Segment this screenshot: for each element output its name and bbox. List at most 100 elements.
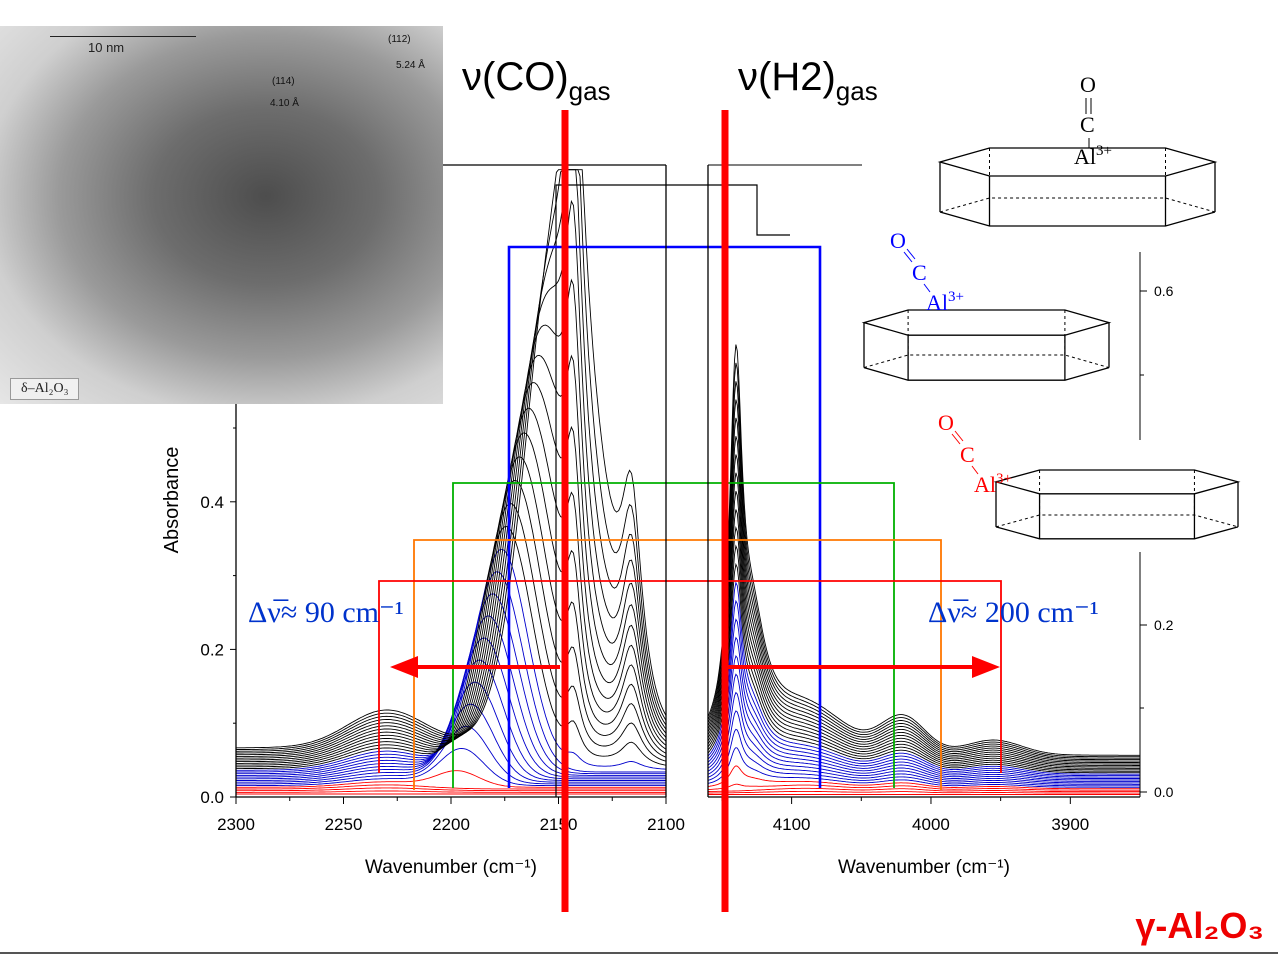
peak-bracket (507, 245, 822, 788)
surface-prism-2 (861, 309, 1112, 381)
right-x-tick-label: 4000 (912, 815, 950, 834)
right-x-tick-label: 3900 (1051, 815, 1089, 834)
scale-bar-label: 10 nm (88, 40, 125, 55)
aluminum-ion-red: Al3+ (974, 471, 1012, 497)
h2-spectrum-line (707, 491, 1140, 768)
co-spectrum-line (236, 382, 667, 759)
h2-spectrum-line (707, 362, 1140, 758)
bottom-divider (0, 952, 1278, 954)
right-y-tick-label: 0.6 (1154, 283, 1174, 299)
left-x-tick-label: 2100 (647, 815, 685, 834)
carbon-atom-black: C (1080, 112, 1095, 137)
prism-bottom (995, 526, 1239, 540)
oxygen-atom-blue: O (890, 228, 906, 253)
h2-spectrum-line (707, 381, 1140, 759)
left-x-tick-label: 2200 (432, 815, 470, 834)
co-spectrum-line (236, 479, 667, 766)
co-bond (903, 251, 913, 263)
prism-bottom (939, 211, 1216, 227)
co-spectrum-line (236, 770, 666, 788)
h2-spectrum-line (707, 544, 1140, 772)
co-shift-annotation: Δν̅≈ 90 cm⁻¹ (248, 596, 404, 629)
co-bond (954, 430, 964, 442)
co-spectrum-line (236, 784, 666, 790)
h2-shift-annotation: Δν̅≈ 200 cm⁻¹ (928, 596, 1099, 629)
h2-spectrum-line (707, 436, 1140, 764)
h2-spectrum-line (707, 472, 1140, 766)
oxygen-atom-black: O (1080, 72, 1096, 97)
h2-spectrum-line (707, 509, 1140, 769)
right-y-tick-label: 0.2 (1154, 617, 1174, 633)
right-x-tick-label: 4100 (773, 815, 811, 834)
h2-gas-label: ν(H2)gas (738, 55, 878, 106)
c-al-bond (923, 283, 931, 293)
left-y-tick-label: 0.0 (200, 788, 224, 807)
right-x-axis-label: Wavenumber (cm⁻¹) (838, 857, 1010, 878)
h2-spectrum-line (707, 655, 1140, 781)
y-axis-label: Absorbance (161, 447, 183, 554)
surface-prism-3 (993, 469, 1241, 540)
left-x-tick-label: 2250 (325, 815, 363, 834)
co-spectrum-line (236, 637, 666, 778)
co-spectrum-line (236, 748, 666, 787)
co-bond (951, 433, 961, 445)
h2-spectrum-line (707, 673, 1140, 782)
prism-bottom (863, 366, 1110, 381)
left-y-tick-label: 0.4 (200, 493, 224, 512)
h2-spectrum-line (708, 787, 1140, 793)
co-spectrum-line (236, 571, 666, 773)
left-y-tick-label: 0.2 (200, 640, 224, 659)
phase-label: δ–Al₂O₃ (10, 378, 80, 400)
co-spectrum-line (236, 615, 666, 776)
prism-hidden-bottom (939, 197, 1216, 213)
co-gas-label: ν(CO)gas (462, 55, 611, 106)
prism-top (993, 469, 1241, 495)
h2-spectrum-line (707, 747, 1140, 788)
h2-spectrum-line (707, 581, 1140, 775)
d-spacing-114: 4.10 Å (270, 98, 299, 109)
h2-spectrum-line (707, 399, 1140, 761)
co-spectrum-line (236, 169, 667, 752)
h2-spectrum-line (707, 562, 1140, 774)
shift-arrowhead-right (972, 656, 1000, 678)
oxygen-atom-red: O (938, 410, 954, 435)
co-spectrum-line (236, 548, 667, 771)
co-spectrum-line (236, 169, 667, 749)
scale-bar (50, 36, 196, 47)
co-spectrum-line (236, 790, 666, 793)
tem-micrograph: 10 nm (112) 5.24 Å (114) 4.10 Å δ–Al₂O₃ (0, 26, 443, 404)
right-y-tick-label: 0.0 (1154, 784, 1174, 800)
d-spacing-112: 5.24 Å (396, 60, 425, 71)
left-x-tick-label: 2150 (540, 815, 578, 834)
surface-prism-1 (937, 147, 1218, 227)
left-x-tick-label: 2300 (217, 815, 255, 834)
h2-spectrum-line (707, 691, 1140, 784)
prism-hidden-bottom (863, 354, 1110, 369)
co-spectrum-line (236, 526, 667, 770)
gas-phase-box (555, 184, 790, 797)
h2-spectrum-line (707, 765, 1140, 790)
h2-spectrum-line (707, 783, 1140, 791)
h2-spectrum-line (708, 790, 1140, 794)
h2-spectrum-line (707, 454, 1140, 765)
co-spectrum-line (236, 278, 667, 756)
h2-spectrum-line (707, 599, 1140, 777)
left-x-axis-label: Wavenumber (cm⁻¹) (365, 857, 537, 878)
h2-spectrum-line (707, 526, 1140, 771)
co-spectrum-line (236, 407, 667, 761)
peak-bracket (378, 580, 1002, 773)
prism-hidden-bottom (995, 514, 1239, 528)
co-spectrum-line (236, 787, 666, 792)
co-spectrum-line (235, 354, 667, 757)
co-spectrum-line (236, 169, 667, 750)
h2-spectrum-line (707, 728, 1140, 787)
prism-top (861, 309, 1112, 336)
hkl-112-label: (112) (388, 34, 411, 45)
hkl-114-label: (114) (272, 76, 295, 87)
h2-spectrum-line (707, 417, 1140, 762)
material-label: γ-Al₂O₃ (1135, 905, 1264, 946)
h2-spectrum-line (707, 618, 1140, 778)
c-al-bond (971, 465, 979, 475)
